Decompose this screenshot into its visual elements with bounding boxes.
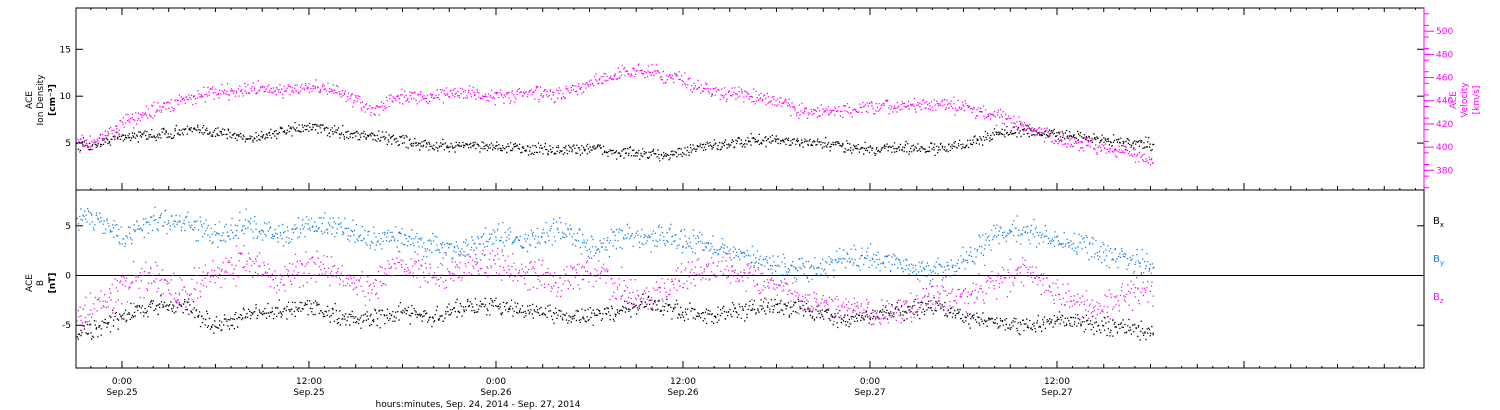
x-tick-time-label: 0:00 bbox=[486, 377, 506, 387]
b-label-line-3: [nT] bbox=[48, 273, 58, 294]
bx-series bbox=[76, 293, 1154, 341]
x-tick-time-label: 12:00 bbox=[296, 377, 322, 387]
density-ytick-label: 15 bbox=[60, 45, 71, 55]
x-tick-date-label: Sep.26 bbox=[667, 388, 699, 398]
x-tick-date-label: Sep.27 bbox=[1041, 388, 1072, 398]
plasma-panel-data bbox=[76, 63, 1155, 166]
density-label-line-2: Ion Density bbox=[36, 74, 46, 126]
legend-by-sub: y bbox=[1440, 259, 1444, 267]
b-label-line-2: B bbox=[36, 280, 46, 286]
b-field-ytick-label: -5 bbox=[62, 321, 71, 331]
magnetic-panel-data bbox=[76, 206, 1155, 341]
velocity-series bbox=[77, 63, 1154, 166]
legend-bz-sub: z bbox=[1440, 297, 1444, 305]
velocity-axis-label: ACE Velocity [km/s] bbox=[1449, 82, 1482, 118]
density-axis-label: ACE Ion Density [cm⁻³] bbox=[25, 74, 58, 126]
legend-by: By bbox=[1433, 254, 1444, 267]
b-field-ytick-label: 5 bbox=[65, 222, 71, 232]
legend-bx-sub: x bbox=[1440, 221, 1444, 229]
velocity-label-line-2: Velocity bbox=[1460, 82, 1470, 118]
legend-bx: Bx bbox=[1433, 216, 1444, 229]
x-tick-time-label: 12:00 bbox=[1044, 377, 1070, 387]
density-ytick-label: 5 bbox=[65, 139, 71, 149]
density-label-line-1: ACE bbox=[25, 91, 35, 109]
legend-bz-base: B bbox=[1433, 292, 1440, 303]
velocity-ytick-label: 460 bbox=[1436, 74, 1453, 84]
b-label-line-1: ACE bbox=[25, 274, 35, 292]
legend-by-base: B bbox=[1433, 254, 1440, 265]
velocity-ytick-label: 400 bbox=[1436, 143, 1453, 153]
velocity-label-line-1: ACE bbox=[1449, 91, 1459, 109]
x-tick-date-label: Sep.25 bbox=[293, 388, 324, 398]
velocity-label-line-3: [km/s] bbox=[1472, 86, 1482, 115]
velocity-ytick-label: 500 bbox=[1436, 27, 1453, 37]
plasma-panel: 5 10 15 380 400 420 440 460 480 500 bbox=[60, 7, 1453, 191]
legend-bx-base: B bbox=[1433, 216, 1440, 227]
x-tick-time-label: 12:00 bbox=[670, 377, 696, 387]
density-frame bbox=[75, 7, 1425, 191]
x-tick-time-label: 0:00 bbox=[860, 377, 880, 387]
by-series bbox=[76, 206, 1155, 283]
density-series bbox=[76, 122, 1155, 162]
velocity-ytick-label: 480 bbox=[1436, 50, 1453, 60]
velocity-ytick-label: 380 bbox=[1436, 166, 1453, 176]
x-tick-date-label: Sep.25 bbox=[106, 388, 137, 398]
time-axis: 0:00Sep.2512:00Sep.250:00Sep.2612:00Sep.… bbox=[90, 8, 1416, 398]
b-field-frame bbox=[75, 189, 1425, 369]
b-field-ytick-label: 0 bbox=[65, 272, 71, 282]
x-tick-date-label: Sep.26 bbox=[480, 388, 512, 398]
velocity-ytick-label: 440 bbox=[1436, 97, 1453, 107]
density-ytick-label: 10 bbox=[60, 92, 72, 102]
velocity-ytick-label: 420 bbox=[1436, 120, 1453, 130]
x-tick-date-label: Sep.27 bbox=[854, 388, 885, 398]
b-legend: Bx By Bz bbox=[1433, 216, 1444, 305]
magnetic-panel: -5 0 5 bbox=[62, 189, 1425, 369]
density-label-line-3: [cm⁻³] bbox=[48, 84, 58, 116]
b-field-axis-label: ACE B [nT] bbox=[25, 273, 58, 294]
legend-bz: Bz bbox=[1433, 292, 1444, 305]
x-axis-title: hours:minutes, Sep. 24, 2014 - Sep. 27, … bbox=[376, 400, 581, 410]
x-tick-time-label: 0:00 bbox=[112, 377, 132, 387]
